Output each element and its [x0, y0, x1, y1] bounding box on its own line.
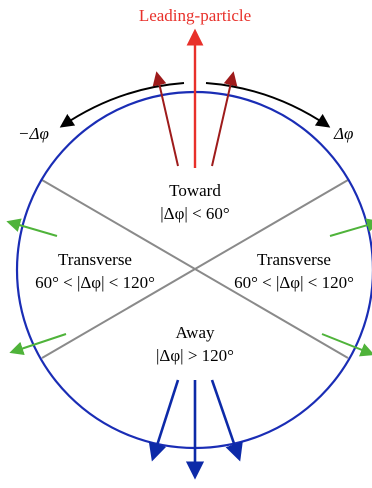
away-arrow-left: [148, 379, 180, 462]
transverse-right-title: Transverse: [257, 250, 331, 269]
neg-delta-phi-label: −Δφ: [18, 124, 49, 143]
toward-title: Toward: [169, 181, 221, 200]
pos-delta-phi-label: Δφ: [333, 124, 353, 143]
away-arrow-right: [210, 379, 243, 462]
away-title: Away: [175, 323, 215, 342]
divider-line-sw-ne: [41, 179, 349, 359]
toward-condition: |Δφ| < 60°: [160, 204, 229, 223]
away-condition: |Δφ| > 120°: [156, 346, 234, 365]
transverse-left-condition: 60° < |Δφ| < 120°: [35, 273, 155, 292]
neg-delta-phi-arc-arrow: [59, 82, 185, 128]
transverse-arrow-lower-right: [321, 333, 372, 357]
transverse-right-condition: 60° < |Δφ| < 120°: [234, 273, 354, 292]
transverse-left-title: Transverse: [58, 250, 132, 269]
leading-particle-label: Leading-particle: [139, 6, 251, 25]
transverse-arrow-upper-left: [6, 218, 58, 237]
toward-arrow-right: [211, 71, 238, 167]
transverse-arrow-upper-right: [329, 218, 372, 237]
pos-delta-phi-arc-arrow: [205, 82, 331, 128]
toward-arrow-left: [152, 71, 179, 167]
transverse-arrow-lower-left: [9, 333, 67, 356]
